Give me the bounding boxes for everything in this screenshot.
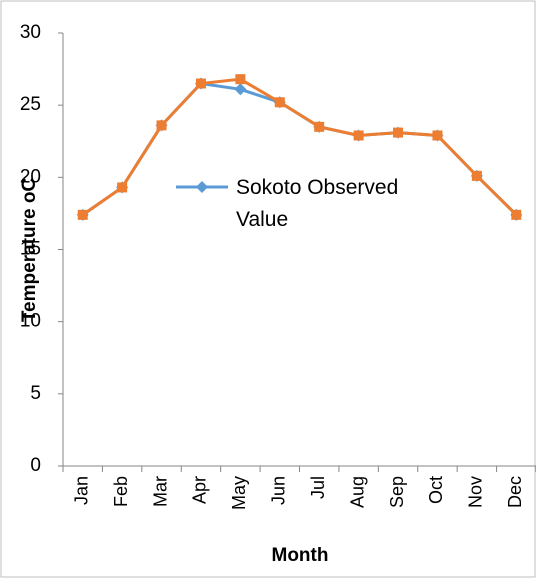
marker xyxy=(353,130,364,141)
legend-label: Sokoto Observed Value xyxy=(236,176,399,231)
y-tick-label: 25 xyxy=(20,94,41,115)
x-tick-label: Nov xyxy=(466,476,486,508)
marker xyxy=(511,209,522,220)
marker xyxy=(432,130,443,141)
x-tick-label: Mar xyxy=(150,476,170,507)
x-axis-title: Month xyxy=(272,545,329,566)
marker xyxy=(393,127,404,138)
x-tick-label: Oct xyxy=(426,476,446,504)
x-tick-label: Apr xyxy=(190,476,210,504)
y-tick-label: 10 xyxy=(20,311,41,332)
marker xyxy=(77,209,88,220)
marker xyxy=(274,97,285,108)
x-tick-label: Jun xyxy=(269,476,289,505)
series-line xyxy=(81,77,518,217)
y-axis-title: Temperature oC xyxy=(19,178,40,323)
x-tick-label: Jul xyxy=(308,476,328,499)
y-tick-label: 5 xyxy=(30,383,41,404)
x-tick-label: May xyxy=(229,476,249,510)
y-tick-label: 15 xyxy=(20,239,41,260)
marker xyxy=(117,182,128,193)
y-tick-label: 20 xyxy=(20,166,41,187)
marker xyxy=(156,120,167,131)
y-tick-label: 30 xyxy=(20,22,41,43)
x-tick-label: Feb xyxy=(111,476,131,507)
legend-marker xyxy=(196,181,208,193)
x-tick-label: Sep xyxy=(387,476,407,508)
marker xyxy=(195,78,206,89)
x-tick-label: Dec xyxy=(505,476,525,508)
marker xyxy=(234,83,247,96)
y-tick-label: 0 xyxy=(30,455,41,476)
x-tick-label: Aug xyxy=(347,476,367,508)
x-tick-label: Jan xyxy=(71,476,91,505)
marker xyxy=(314,121,325,132)
marker xyxy=(235,74,246,85)
marker xyxy=(471,170,482,181)
